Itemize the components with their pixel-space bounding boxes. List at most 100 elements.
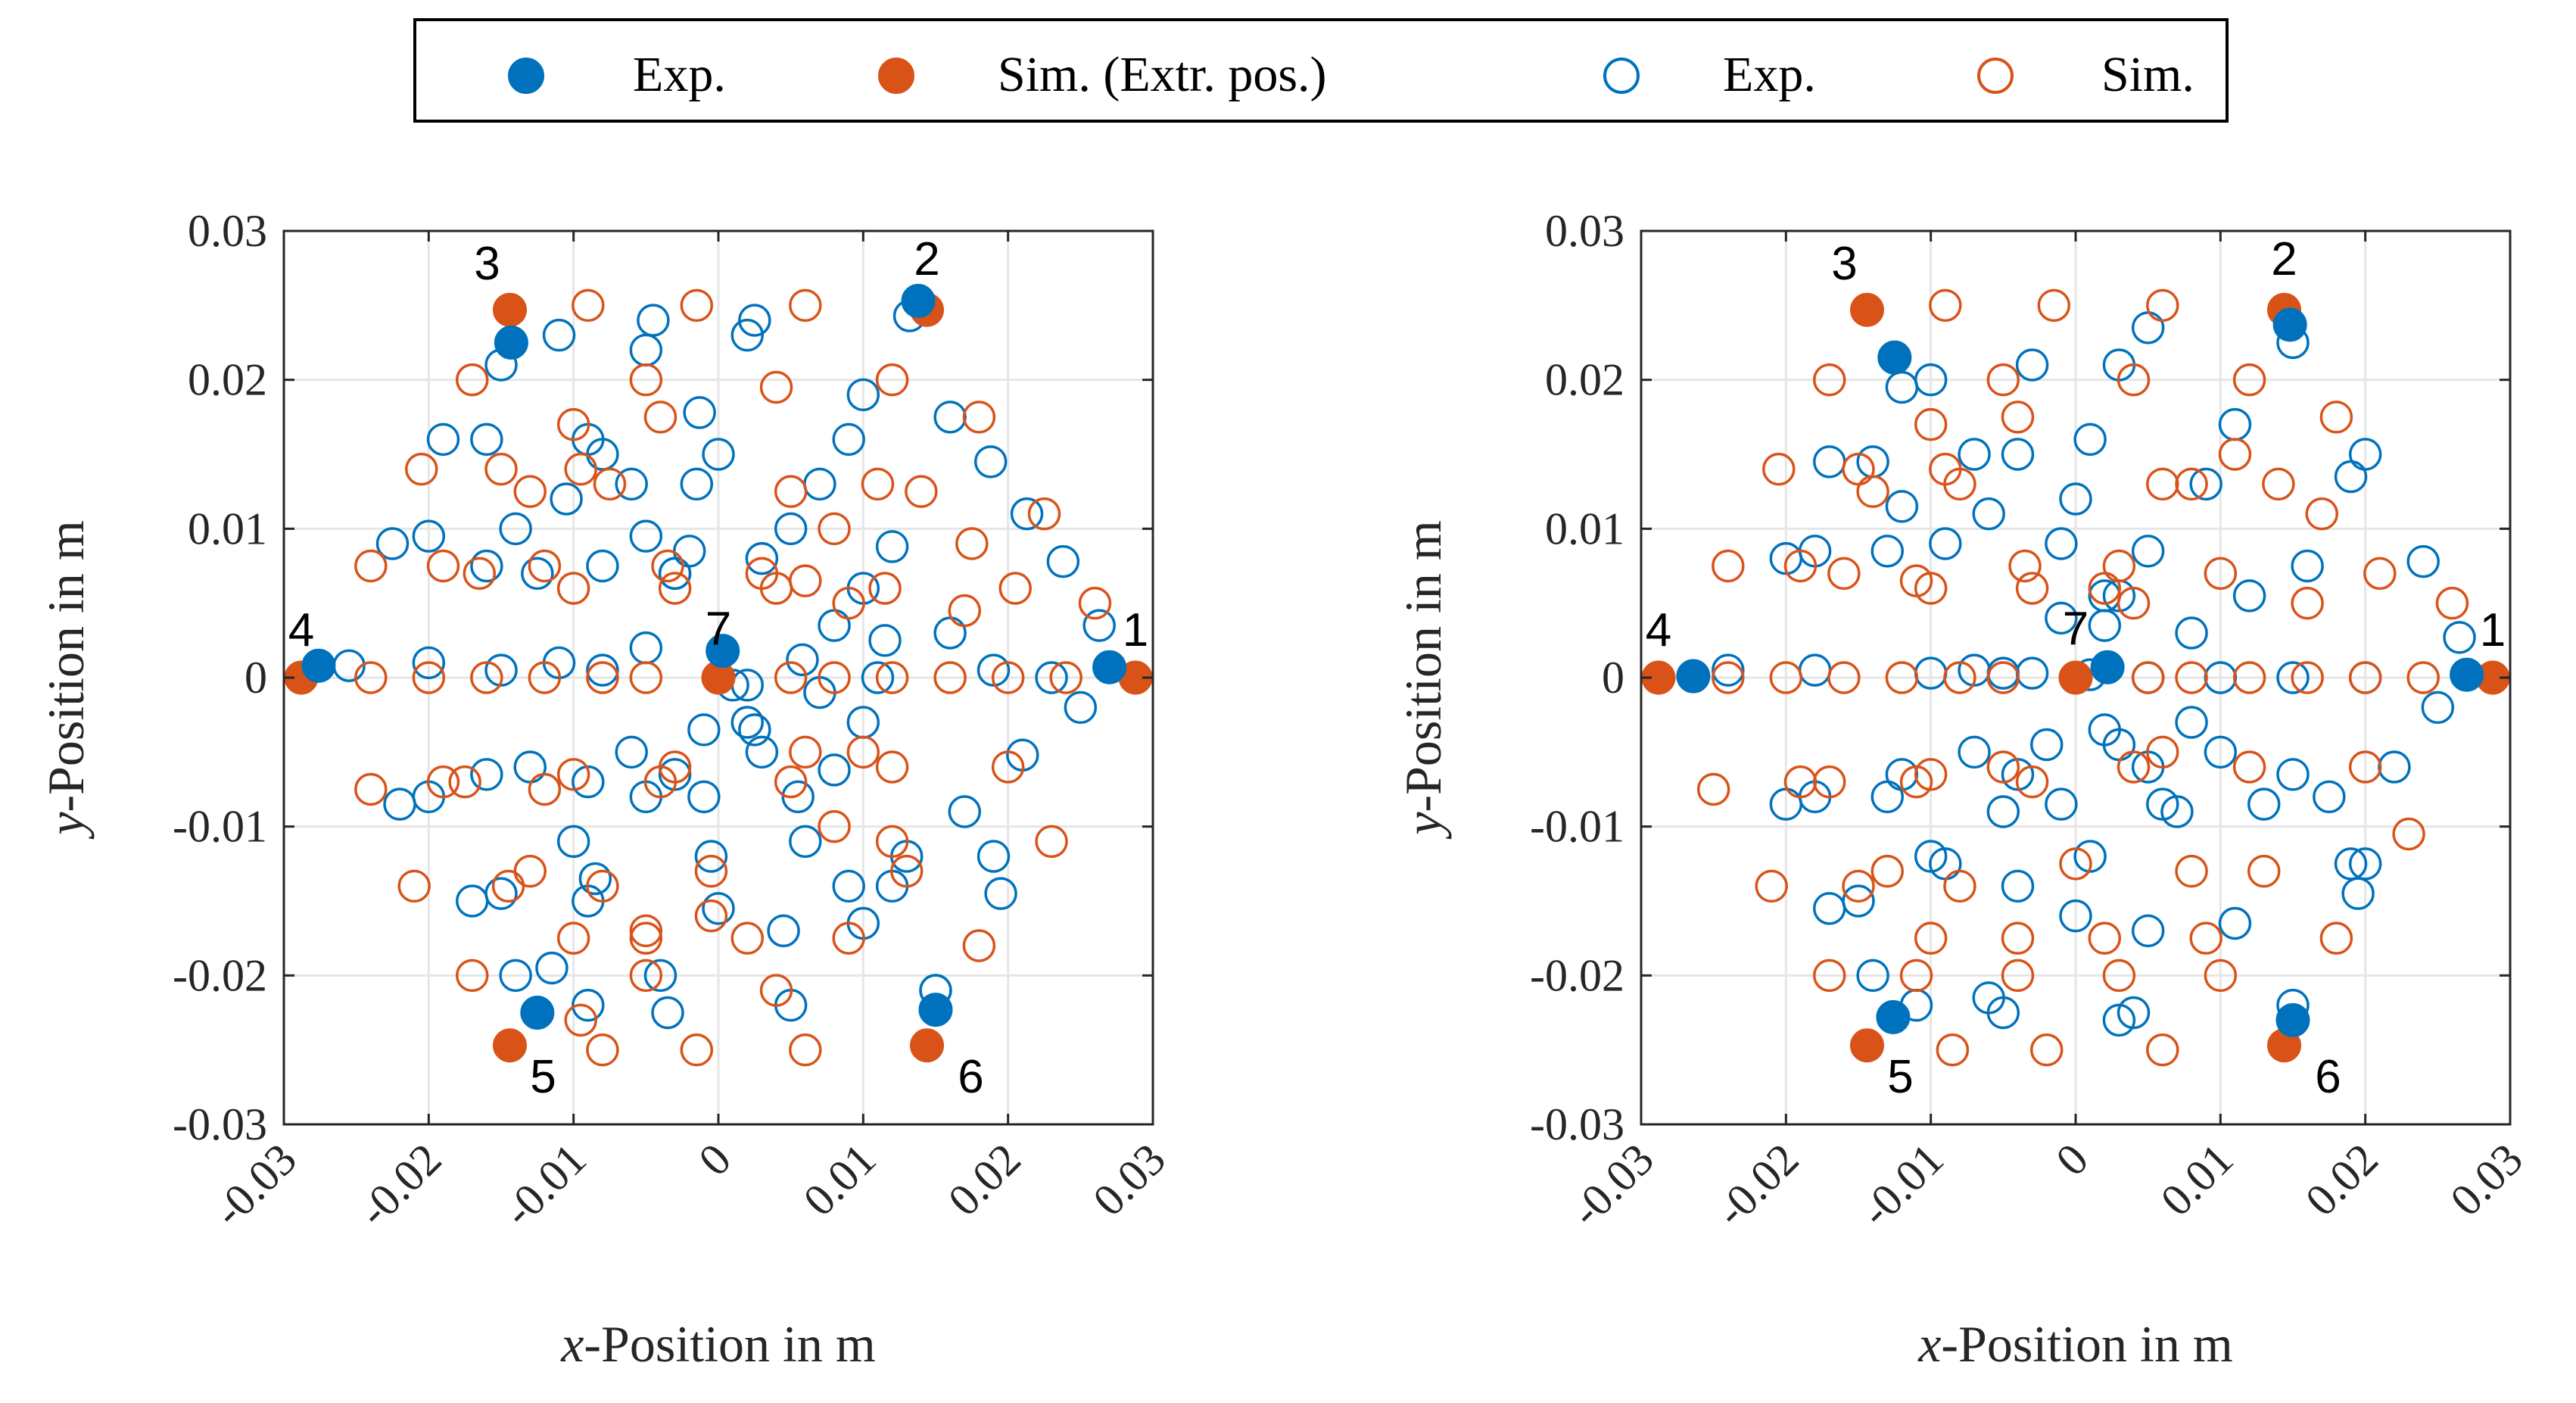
y-tick-label-left: 0.01 [188,504,267,553]
sim-point-left [463,557,497,591]
legend-label-exp-open: Exp. [1723,47,1816,102]
exp-extreme-point-right [1676,659,1711,694]
exp-point-right [2443,621,2476,654]
sim-point-left [556,758,590,791]
exp-point-left [1010,497,1044,531]
exp-point-left [412,646,446,680]
exp-point-right [2189,467,2222,501]
sim-point-left [658,572,692,605]
point-label-4-left: 4 [288,604,314,656]
exp-point-left [383,787,416,821]
exp-point-left [977,840,1011,873]
sim-point-left [1035,825,1068,859]
sim-point-right [1986,750,2020,784]
sim-point-left [426,765,460,799]
marks-left [284,283,1153,1067]
exp-point-right [2059,482,2092,516]
sim-point-right [2102,959,2136,993]
exp-point-left [687,713,721,747]
legend-label-exp-filled: Exp. [633,47,726,102]
exp-point-right [2059,899,2092,933]
exp-point-right [2073,422,2107,457]
exp-point-right [2218,407,2252,441]
sim-point-right [2232,661,2266,694]
exp-point-right [2131,914,2165,948]
x-tick-label-right: 0.02 [2296,1134,2388,1226]
y-tick-label-left: 0.03 [188,206,267,256]
exp-point-left [948,795,982,828]
sim-point-left [658,750,692,784]
sim-point-left [629,914,663,948]
sim-point-left [426,549,460,583]
sim-point-left [354,661,388,694]
sim-point-left [556,407,590,441]
exp-point-left [578,862,612,896]
exp-point-left [615,735,648,769]
sim-point-right [2348,661,2382,694]
exp-point-left [629,333,663,367]
point-label-1-left: 1 [1123,604,1148,656]
sim-point-left [1078,586,1112,620]
y-tick-label-left: -0.03 [173,1099,267,1149]
sim-point-left [513,854,547,888]
sim-point-right [2291,661,2324,694]
sim-point-left [948,594,982,628]
exp-extreme-point-left [918,993,953,1027]
exp-point-right [2146,787,2179,821]
exp-point-left [868,624,902,657]
point-label-4-right: 4 [1646,604,1671,656]
point-label-2-left: 2 [914,233,939,285]
sim-point-left [868,572,902,605]
exp-point-right [1812,892,1846,925]
sim-point-left [586,869,619,903]
sim-point-left [875,750,909,784]
exp-point-left [984,877,1017,910]
sim-point-left [955,527,989,560]
plot-left: 1 2 3 4 5 6 7 -0.03 -0.02 -0.01 0 0.01 0.02 0.03 -0.0… [37,206,1175,1373]
x-tick-label-left: 0 [689,1134,740,1186]
sim-point-left [789,735,822,769]
sim-point-left [651,549,684,583]
sim-point-left [354,549,388,583]
sim-point-right [1755,869,1788,903]
point-label-5-left: 5 [530,1051,556,1103]
sim-point-left [774,765,808,799]
exp-point-right [2218,906,2252,940]
exp-point-right [2378,750,2411,784]
sim-point-right [1936,1033,1970,1067]
sim-point-right [2204,557,2238,591]
exp-point-right [1929,527,1962,560]
exp-point-right [2175,706,2208,739]
sim-point-right [1914,572,1948,605]
point-label-5-right: 5 [1887,1051,1913,1103]
sim-point-right [1986,363,2020,397]
sim-point-right [1812,765,1846,799]
sim-point-left [789,564,822,597]
sim-point-left [832,586,865,620]
sim-point-left [556,921,590,955]
sim-point-left [846,735,880,769]
y-tick-label-left: 0.02 [188,355,267,405]
sim-point-left [629,363,663,397]
exp-extreme-point-left [301,648,336,683]
legend: Exp. Sim. (Extr. pos.) Exp. Sim. [413,18,2229,123]
legend-label-sim-extr: Sim. (Extr. pos.) [998,47,1327,102]
exp-point-right [2291,549,2324,583]
exp-point-right [2421,691,2455,725]
exp-point-right [2334,460,2368,494]
exp-point-right [1712,653,1745,687]
marks-right [1641,288,2510,1067]
exp-point-left [535,951,568,985]
y-tick-label-left: -0.02 [173,950,267,1000]
exp-extreme-point-right [2090,650,2125,684]
point-labels-left: 1 2 3 4 5 6 7 [288,233,1149,1103]
exp-point-left [1046,544,1080,578]
exp-point-left [513,750,547,784]
x-tick-label-left: -0.01 [494,1134,596,1236]
exp-point-left [375,527,410,560]
sim-extreme-point-left [910,1028,945,1063]
exp-point-left [643,959,677,993]
sim-point-right [1986,661,2020,694]
legend-box [413,18,2229,123]
sim-extreme-point-right [1849,1028,1884,1063]
